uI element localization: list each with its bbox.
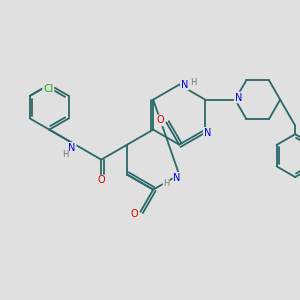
Text: N: N xyxy=(173,173,181,183)
Text: H: H xyxy=(163,179,170,188)
Text: N: N xyxy=(235,92,242,103)
Text: Cl: Cl xyxy=(43,84,53,94)
Text: N: N xyxy=(181,80,188,90)
Text: O: O xyxy=(156,116,164,125)
Text: H: H xyxy=(190,78,196,87)
Text: O: O xyxy=(130,209,138,219)
Text: N: N xyxy=(204,128,211,138)
Text: N: N xyxy=(68,143,76,153)
Text: H: H xyxy=(62,150,69,159)
Text: O: O xyxy=(98,176,105,185)
